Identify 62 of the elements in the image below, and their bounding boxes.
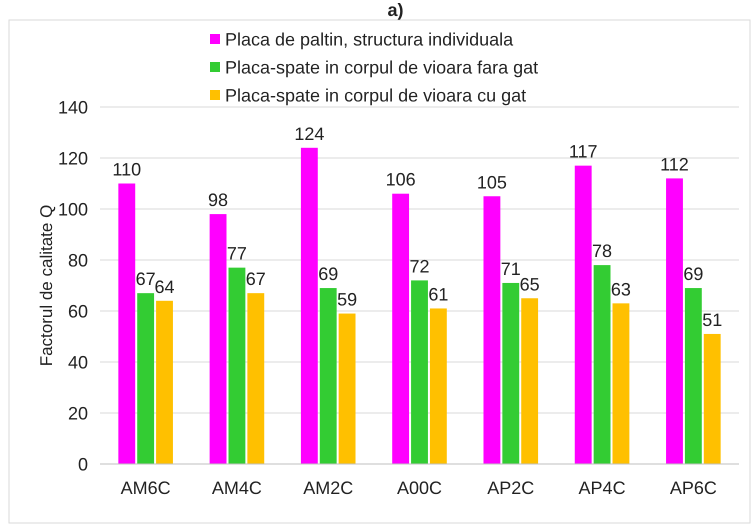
bar <box>502 282 520 464</box>
data-label: 71 <box>500 258 521 279</box>
legend-label: Placa-spate in corpul de vioara fara gat <box>225 57 538 78</box>
data-label: 64 <box>154 276 175 297</box>
bar <box>118 184 136 464</box>
data-label: 69 <box>318 264 338 284</box>
bar <box>137 293 154 464</box>
x-tick-label: AM4C <box>212 478 262 498</box>
data-label: 72 <box>409 256 430 276</box>
x-tick-label: AM6C <box>120 478 171 498</box>
bar <box>574 166 592 464</box>
y-tick-label: 140 <box>58 97 88 118</box>
x-tick-label: AP4C <box>578 478 626 498</box>
y-tick-label: 40 <box>68 352 88 372</box>
y-tick-label: 0 <box>78 454 88 474</box>
data-label: 69 <box>683 264 704 284</box>
data-label: 78 <box>592 241 612 262</box>
y-tick-label: 80 <box>68 250 88 270</box>
y-tick-label: 60 <box>68 301 88 322</box>
data-label: 61 <box>428 284 448 304</box>
y-tick-label: 100 <box>58 199 88 220</box>
bar <box>430 308 447 464</box>
chart-title: a) <box>387 0 404 20</box>
bar <box>521 298 538 464</box>
data-label: 105 <box>476 172 507 192</box>
data-label: 106 <box>386 170 416 190</box>
data-label: 124 <box>294 124 324 144</box>
bar <box>338 314 356 464</box>
bar <box>300 148 318 464</box>
data-label: 110 <box>112 160 142 180</box>
bar <box>411 280 428 464</box>
bar <box>704 334 721 464</box>
bar <box>156 300 173 464</box>
x-tick-label: AP6C <box>670 478 717 498</box>
data-label: 59 <box>337 290 358 310</box>
bar <box>612 303 630 464</box>
x-tick-label: A00C <box>396 478 442 498</box>
bar <box>320 288 337 464</box>
bar <box>483 196 500 464</box>
bar <box>684 288 702 464</box>
data-label: 77 <box>226 244 247 264</box>
bar <box>392 194 410 464</box>
y-tick-label: 120 <box>58 148 88 168</box>
data-label: 51 <box>702 310 722 330</box>
data-label: 65 <box>520 274 540 294</box>
bar <box>228 268 246 464</box>
y-tick-label: 20 <box>68 403 88 424</box>
data-label: 112 <box>660 154 689 174</box>
legend-label: Placa-spate in corpul de vioara cu gat <box>225 85 526 106</box>
data-label: 63 <box>610 279 631 300</box>
bar <box>594 265 611 464</box>
data-label: 67 <box>246 269 266 290</box>
data-label: 98 <box>208 190 228 210</box>
x-tick-label: AM2C <box>303 478 354 498</box>
data-label: 67 <box>136 269 156 290</box>
legend-label: Placa de paltin, structura individuala <box>225 29 514 50</box>
bar <box>666 178 683 464</box>
bar <box>247 293 264 464</box>
y-axis-title: Factorul de calitate Q <box>37 204 56 366</box>
data-label: 117 <box>568 142 598 162</box>
bar <box>210 214 226 464</box>
x-tick-label: AP2C <box>487 478 534 498</box>
